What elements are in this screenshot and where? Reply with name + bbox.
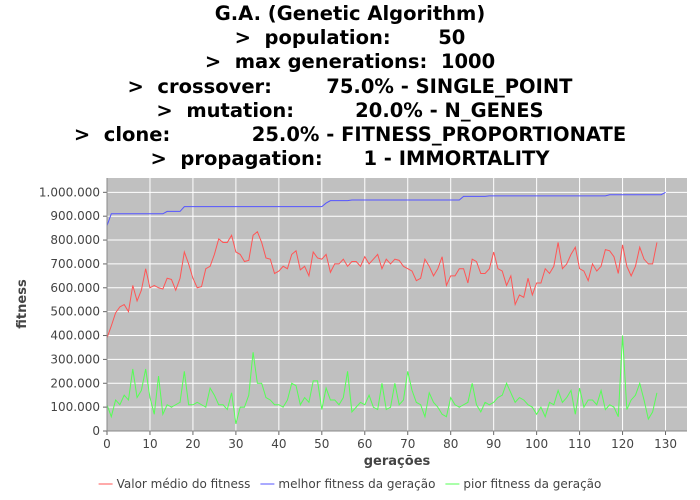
x-tick-label: 80 (443, 437, 458, 451)
x-tick-label: 0 (103, 437, 111, 451)
y-tick-label: 100.000 (50, 400, 100, 414)
x-axis-label: gerações (364, 454, 431, 469)
y-tick-label: 0 (92, 424, 100, 438)
legend-label: Valor médio do fitness (117, 477, 251, 491)
series-line-1 (106, 230, 658, 339)
legend-item: pior fitness da geração (445, 477, 601, 491)
title-line: > propagation: 1 - IMMORTALITY (150, 147, 550, 171)
y-tick-label: 700.000 (50, 257, 100, 271)
series-line-2 (106, 191, 666, 226)
x-tick-label: 10 (142, 437, 157, 451)
title-line: G.A. (Genetic Algorithm) (214, 2, 486, 25)
title-line: > clone: 25.0% - FITNESS_PROPORTIONATE (73, 123, 627, 147)
y-tick-label: 800.000 (50, 233, 100, 247)
legend: Valor médio do fitness melhor fitness da … (98, 477, 601, 491)
x-tick-label: 30 (228, 437, 243, 451)
x-tick-label: 90 (486, 437, 501, 451)
x-tick-label: 20 (185, 437, 200, 451)
x-tick-label: 50 (314, 437, 329, 451)
title-line: > population: 50 (234, 26, 466, 50)
y-tick-label: 500.000 (50, 305, 100, 319)
x-tick-label: 100 (525, 437, 548, 451)
x-tick-label: 110 (568, 437, 591, 451)
x-tick-label: 60 (357, 437, 372, 451)
y-axis-label: fitness (15, 279, 30, 329)
legend-item: melhor fitness da geração (260, 477, 435, 491)
y-tick-label: 600.000 (50, 281, 100, 295)
legend-label: melhor fitness da geração (278, 477, 435, 491)
y-tick-label: 400.000 (50, 329, 100, 343)
series-line-3 (106, 335, 658, 424)
x-tick-label: 70 (400, 437, 415, 451)
x-tick-label: 120 (611, 437, 634, 451)
title-line: > max generations: 1000 (204, 50, 496, 74)
plot-area (107, 178, 687, 431)
y-tick-label: 200.000 (50, 376, 100, 390)
x-tick-label: 130 (654, 437, 677, 451)
y-tick-label: 900.000 (50, 209, 100, 223)
x-tick-label: 40 (271, 437, 286, 451)
title-line: > mutation: 20.0% - N_GENES (156, 98, 544, 122)
y-tick-label: 300.000 (50, 352, 100, 366)
chart-title: G.A. (Genetic Algorithm) > population: 50… (0, 2, 700, 171)
y-tick-label: 1.000.000 (39, 185, 100, 199)
title-line: > crossover: 75.0% - SINGLE_POINT (127, 74, 573, 98)
legend-label: pior fitness da geração (463, 477, 601, 491)
legend-item: Valor médio do fitness (98, 477, 251, 491)
